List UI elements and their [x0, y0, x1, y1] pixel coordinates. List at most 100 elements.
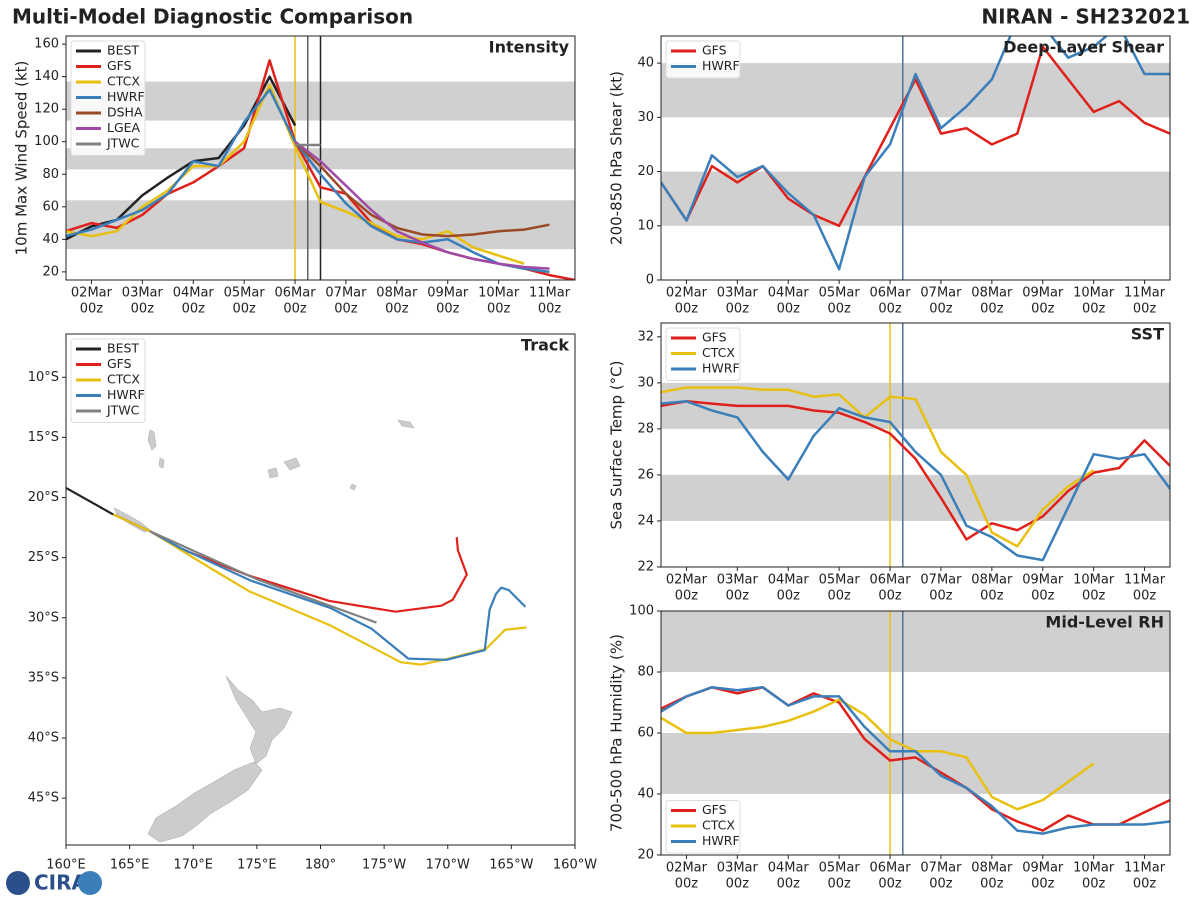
x-tick-label: 00z [980, 877, 1004, 892]
x-tick-label: 00z [827, 302, 851, 317]
x-tick-label: 00z [675, 877, 699, 892]
x-tick-label: 02Mar [71, 286, 113, 301]
logo: CIRA [6, 871, 102, 895]
band [661, 733, 1170, 794]
x-tick-label: 00z [827, 877, 851, 892]
x-tick-label: 06Mar [275, 286, 317, 301]
y-axis-label: 10m Max Wind Speed (kt) [13, 61, 31, 256]
x-tick-label: 00z [1082, 589, 1106, 604]
x-tick-label: 00z [1133, 589, 1157, 604]
x-tick-label: 00z [929, 877, 953, 892]
x-tick-label: 05Mar [819, 573, 861, 588]
series-line [661, 686, 1170, 835]
plot-frame [660, 322, 1171, 568]
track-line [149, 530, 468, 613]
south-island [147, 761, 263, 843]
legend-label: BEST [107, 43, 139, 58]
legend-label: GFS [702, 330, 727, 345]
legend-label: JTWC [106, 136, 140, 151]
panel: 2040608010002Mar00z03Mar00z04Mar00z05Mar… [608, 604, 1171, 892]
legend-box [665, 800, 741, 854]
x-tick-label: 02Mar [666, 286, 708, 301]
x-tick-label: 06Mar [870, 861, 912, 876]
legend-label: CTCX [702, 818, 735, 833]
series-line [661, 45, 1170, 228]
y-tick-label: 20 [637, 164, 654, 179]
y-tick-label: 26 [637, 467, 654, 482]
x-tick-label: 00z [1031, 589, 1055, 604]
y-tick-label: 25°S [28, 550, 59, 565]
y-tick-label: 40°S [28, 730, 59, 745]
series-line [661, 698, 1095, 811]
y-tick-label: 22 [637, 560, 654, 575]
x-tick-label: 00z [436, 302, 460, 317]
x-tick-label: 00z [929, 302, 953, 317]
logo-mark [78, 871, 102, 895]
track-line [149, 530, 377, 624]
y-tick-label: 30°S [28, 610, 59, 625]
x-tick-label: 165°W [489, 858, 533, 873]
x-tick-label: 170°W [426, 858, 470, 873]
x-tick-label: 00z [675, 302, 699, 317]
series-line [661, 686, 1170, 832]
y-axis-label: 200-850 hPa Shear (kt) [608, 71, 626, 245]
band [661, 171, 1170, 226]
series-line [294, 140, 550, 238]
panel: 2040608010012014016002Mar00z03Mar00z04Ma… [13, 35, 576, 317]
x-tick-label: 10Mar [1073, 861, 1115, 876]
series-line [66, 88, 550, 274]
x-tick-label: 00z [334, 302, 358, 317]
series-line [661, 400, 1170, 562]
band [661, 474, 1170, 521]
x-tick-label: 00z [1133, 877, 1157, 892]
y-tick-label: 20 [637, 848, 654, 863]
x-tick-label: 00z [283, 302, 307, 317]
y-tick-label: 120 [34, 102, 59, 117]
x-tick-label: 09Mar [427, 286, 469, 301]
x-tick-label: 04Mar [768, 573, 810, 588]
y-tick-label: 40 [637, 56, 654, 71]
x-tick-label: 07Mar [920, 861, 962, 876]
x-tick-label: 03Mar [717, 861, 759, 876]
x-tick-label: 175°W [362, 858, 406, 873]
x-tick-label: 00z [878, 877, 902, 892]
fiji [267, 457, 301, 479]
x-tick-label: 00z [487, 302, 511, 317]
panel-title: Mid-Level RH [1045, 613, 1164, 632]
x-tick-label: 00z [1031, 302, 1055, 317]
x-tick-label: 00z [980, 589, 1004, 604]
legend-box [665, 327, 741, 381]
x-tick-label: 00z [878, 589, 902, 604]
x-tick-label: 175°E [237, 858, 277, 873]
x-tick-label: 00z [538, 302, 562, 317]
plot-area [661, 323, 1170, 567]
panel: 01020304002Mar00z03Mar00z04Mar00z05Mar00… [608, 35, 1171, 317]
x-tick-label: 07Mar [920, 573, 962, 588]
legend-label: JTWC [106, 403, 140, 418]
x-tick-label: 00z [726, 589, 750, 604]
x-tick-label: 00z [777, 589, 801, 604]
x-tick-label: 00z [726, 877, 750, 892]
x-tick-label: 06Mar [870, 573, 912, 588]
panel-title: Track [521, 336, 569, 355]
x-tick-label: 07Mar [920, 286, 962, 301]
x-tick-label: 00z [385, 302, 409, 317]
legend-label: BEST [107, 341, 139, 356]
x-tick-label: 08Mar [376, 286, 418, 301]
y-tick-label: 60 [637, 726, 654, 741]
x-tick-label: 00z [878, 302, 902, 317]
band [661, 611, 1170, 672]
legend-label: HWRF [107, 89, 145, 104]
y-tick-label: 24 [637, 513, 654, 528]
y-tick-label: 30 [637, 110, 654, 125]
x-tick-label: 00z [726, 302, 750, 317]
legend-label: GFS [702, 802, 727, 817]
x-tick-label: 00z [1082, 302, 1106, 317]
panel-title: Intensity [489, 38, 570, 57]
y-tick-label: 100 [629, 604, 654, 619]
y-tick-label: 40 [637, 787, 654, 802]
